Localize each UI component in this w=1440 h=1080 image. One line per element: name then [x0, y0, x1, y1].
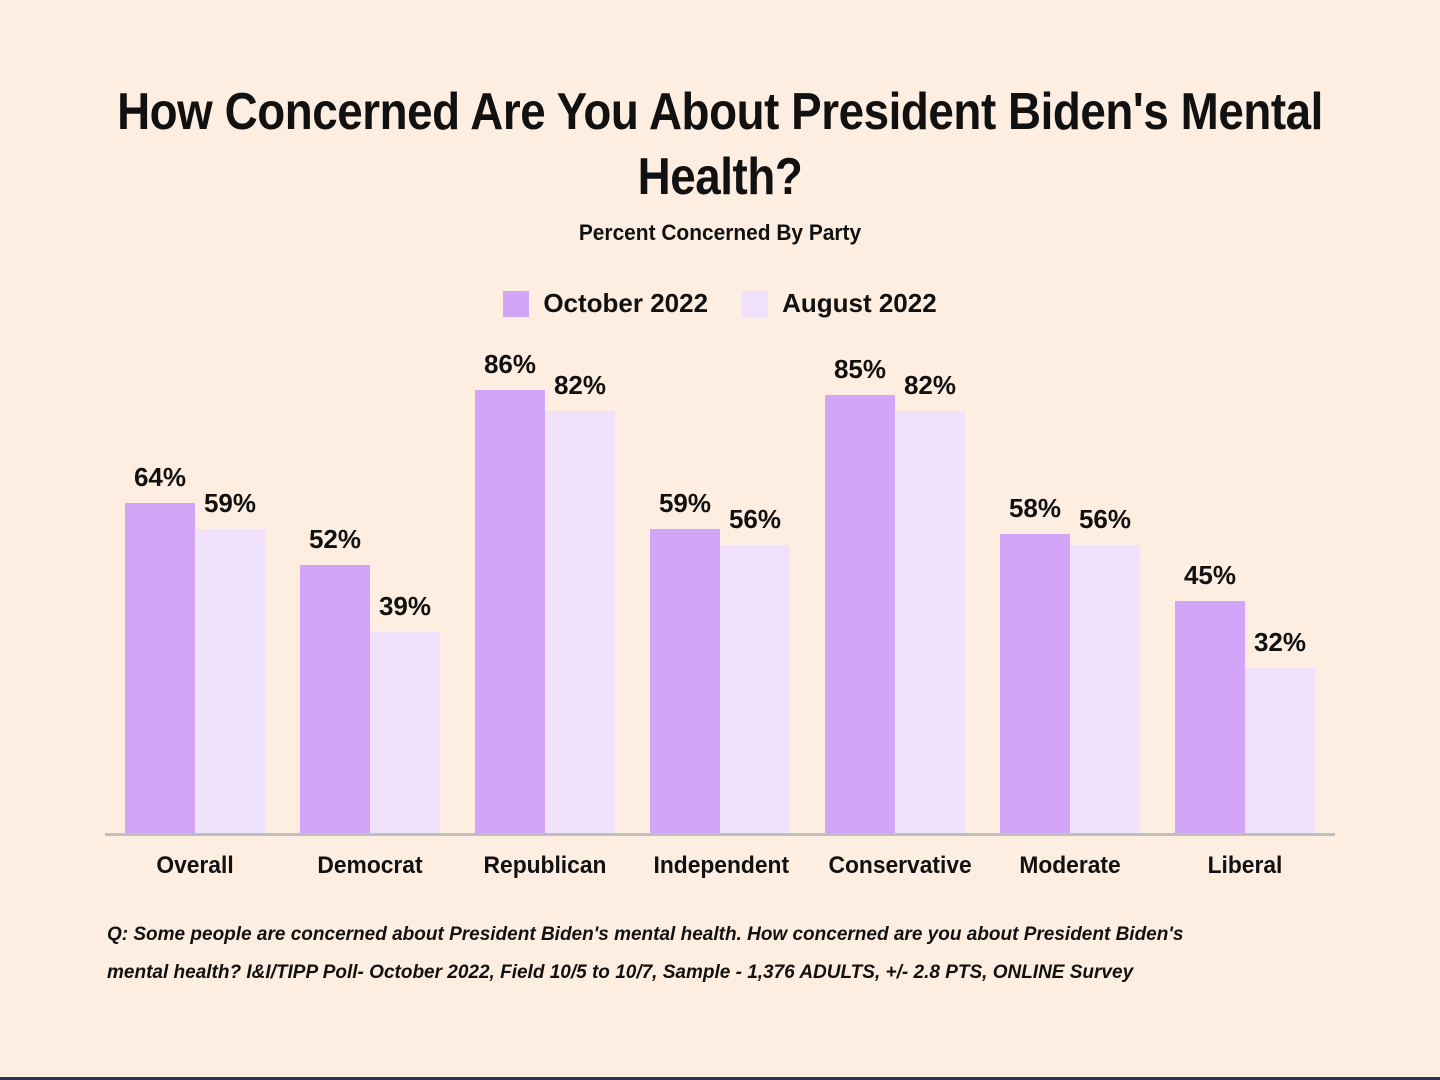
- bar-value-august-2022-democrat: 39%: [378, 591, 432, 621]
- legend-item-august-2022: August 2022: [742, 288, 937, 319]
- bar-value-august-2022-independent: 56%: [728, 504, 782, 534]
- chart-subtitle: Percent Concerned By Party: [578, 220, 862, 245]
- bar-value-august-2022-moderate: 56%: [1078, 504, 1132, 534]
- footnote-line-1: Q: Some people are concerned about Presi…: [107, 924, 1184, 945]
- bar-october-2022-liberal: 45%: [1175, 560, 1245, 833]
- bar-october-2022-overall: 64%: [125, 462, 195, 833]
- x-axis-label-moderate: Moderate: [1019, 852, 1121, 879]
- bar-group-conservative: 85% 82%: [825, 354, 965, 833]
- bar-value-october-2022-conservative: 85%: [833, 354, 887, 384]
- legend-swatch-october-2022: [503, 290, 530, 317]
- x-axis-label-independent: Independent: [653, 852, 790, 879]
- footnote: Q: Some people are concerned about Presi…: [107, 916, 1337, 992]
- bottom-border-bar: [0, 1077, 1440, 1080]
- bar-value-october-2022-republican: 86%: [483, 349, 537, 379]
- bar-value-october-2022-moderate: 58%: [1008, 493, 1062, 523]
- bar-october-2022-conservative: 85%: [825, 354, 895, 833]
- bar-value-october-2022-independent: 59%: [658, 488, 712, 518]
- bar-october-2022-republican: 86%: [475, 349, 545, 833]
- legend-label-october-2022: October 2022: [543, 288, 709, 318]
- x-axis-label-liberal: Liberal: [1207, 852, 1283, 879]
- bar-august-2022-conservative: 82%: [895, 370, 965, 833]
- bar-value-august-2022-republican: 82%: [553, 370, 607, 400]
- x-axis-label-republican: Republican: [483, 852, 607, 879]
- bar-group-overall: 64% 59%: [125, 462, 265, 833]
- bar-august-2022-democrat: 39%: [370, 591, 440, 833]
- x-axis-label-conservative: Conservative: [828, 852, 972, 879]
- bar-august-2022-moderate: 56%: [1070, 504, 1140, 833]
- bar-value-october-2022-democrat: 52%: [308, 524, 362, 554]
- legend-label-august-2022: August 2022: [782, 288, 937, 318]
- bar-group-liberal: 45% 32%: [1175, 560, 1315, 833]
- bar-value-august-2022-overall: 59%: [203, 488, 257, 518]
- x-axis-label-democrat: Democrat: [317, 852, 423, 879]
- bar-august-2022-republican: 82%: [545, 370, 615, 833]
- bar-value-august-2022-conservative: 82%: [903, 370, 957, 400]
- legend: October 2022 August 2022: [0, 288, 1440, 319]
- bar-value-october-2022-liberal: 45%: [1183, 560, 1237, 590]
- legend-item-october-2022: October 2022: [503, 288, 708, 319]
- bar-october-2022-independent: 59%: [650, 488, 720, 833]
- bar-groups: 64% 59% 52% 39% 86% 82% 59% 56% 85% 82% 58% 56% 45% 3…: [125, 321, 1315, 833]
- bar-group-moderate: 58% 56%: [1000, 493, 1140, 833]
- bar-august-2022-overall: 59%: [195, 488, 265, 833]
- bar-october-2022-democrat: 52%: [300, 524, 370, 833]
- legend-swatch-august-2022: [742, 290, 769, 317]
- bar-group-republican: 86% 82%: [475, 349, 615, 833]
- bar-october-2022-moderate: 58%: [1000, 493, 1070, 833]
- chart-title: How Concerned Are You About President Bi…: [117, 83, 1323, 206]
- x-axis-labels: Overall Democrat Republican Independent Cons…: [125, 852, 1315, 880]
- bar-august-2022-liberal: 32%: [1245, 627, 1315, 833]
- footnote-line-2: mental health? I&I/TIPP Poll- October 20…: [107, 962, 1134, 983]
- bar-group-independent: 59% 56%: [650, 488, 790, 833]
- x-axis-label-overall: Overall: [156, 852, 234, 879]
- bar-august-2022-independent: 56%: [720, 504, 790, 833]
- bar-value-october-2022-overall: 64%: [133, 462, 187, 492]
- bar-group-democrat: 52% 39%: [300, 524, 440, 833]
- bar-chart: 64% 59% 52% 39% 86% 82% 59% 56% 85% 82% 58% 56% 45% 3…: [105, 321, 1335, 836]
- bar-value-august-2022-liberal: 32%: [1253, 627, 1307, 657]
